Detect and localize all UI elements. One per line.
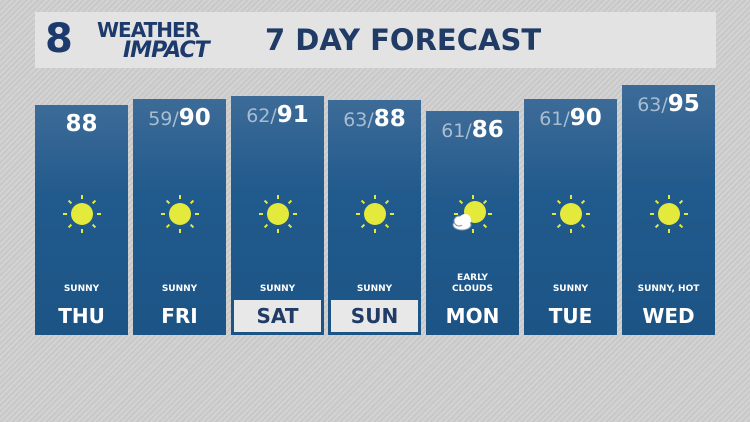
low-temp: 61/ [441, 120, 472, 142]
forecast-day-sat: 62/91 SUNNY SAT [231, 96, 324, 335]
high-temp: 88 [373, 106, 406, 132]
low-temp: 63/ [343, 109, 374, 131]
high-temp: 86 [471, 117, 504, 143]
high-temp: 88 [65, 111, 98, 137]
condition-label: SUNNY [259, 284, 296, 294]
forecast-day-mon: 61/86 EARLY CLOUDS MON [426, 111, 519, 335]
day-label: SAT [234, 300, 321, 332]
day-label: FRI [161, 304, 198, 328]
page-title: 7 DAY FORECAST [265, 23, 542, 57]
low-temp: 63/ [637, 94, 668, 116]
condition-label: SUNNY [161, 284, 198, 294]
logo-weather-text: WEATHER [97, 18, 200, 42]
sun-icon [648, 193, 690, 235]
day-label: WED [642, 304, 695, 328]
temperature: 59/90 [133, 105, 226, 131]
high-temp: 90 [178, 105, 211, 131]
forecast-day-thu: 88 SUNNY THU [35, 105, 128, 335]
temperature: 61/86 [426, 117, 519, 143]
forecast-day-sun: 63/88 SUNNY SUN [328, 100, 421, 335]
sun-icon [257, 193, 299, 235]
condition-label: SUNNY [356, 284, 393, 294]
partly-cloudy-icon [452, 193, 494, 235]
forecast-day-fri: 59/90 SUNNY FRI [133, 99, 226, 335]
forecast-day-wed: 63/95 SUNNY, HOT WED [622, 85, 715, 335]
condition-label: SUNNY [63, 284, 100, 294]
condition-label: EARLY CLOUDS [452, 273, 493, 294]
temperature: 62/91 [231, 102, 324, 128]
day-label: THU [58, 304, 105, 328]
high-temp: 91 [276, 102, 309, 128]
low-temp: 62/ [246, 105, 277, 127]
day-label: SUN [331, 300, 418, 332]
condition-label: SUNNY, HOT [637, 284, 700, 294]
condition-label: SUNNY [552, 284, 589, 294]
temperature: 63/95 [622, 91, 715, 117]
temperature: 88 [35, 111, 128, 137]
low-temp: 59/ [148, 108, 179, 130]
header-bar: 8 WEATHER IMPACT 7 DAY FORECAST [35, 12, 716, 68]
temperature: 63/88 [328, 106, 421, 132]
day-label: MON [445, 304, 500, 328]
sun-icon [61, 193, 103, 235]
logo-impact-text: IMPACT [123, 38, 210, 63]
forecast-day-tue: 61/90 SUNNY TUE [524, 99, 617, 335]
sun-icon [354, 193, 396, 235]
station-logo: 8 [45, 16, 73, 62]
sun-icon [159, 193, 201, 235]
high-temp: 95 [667, 91, 700, 117]
temperature: 61/90 [524, 105, 617, 131]
low-temp: 61/ [539, 108, 570, 130]
day-label: TUE [548, 304, 593, 328]
sun-icon [550, 193, 592, 235]
high-temp: 90 [569, 105, 602, 131]
